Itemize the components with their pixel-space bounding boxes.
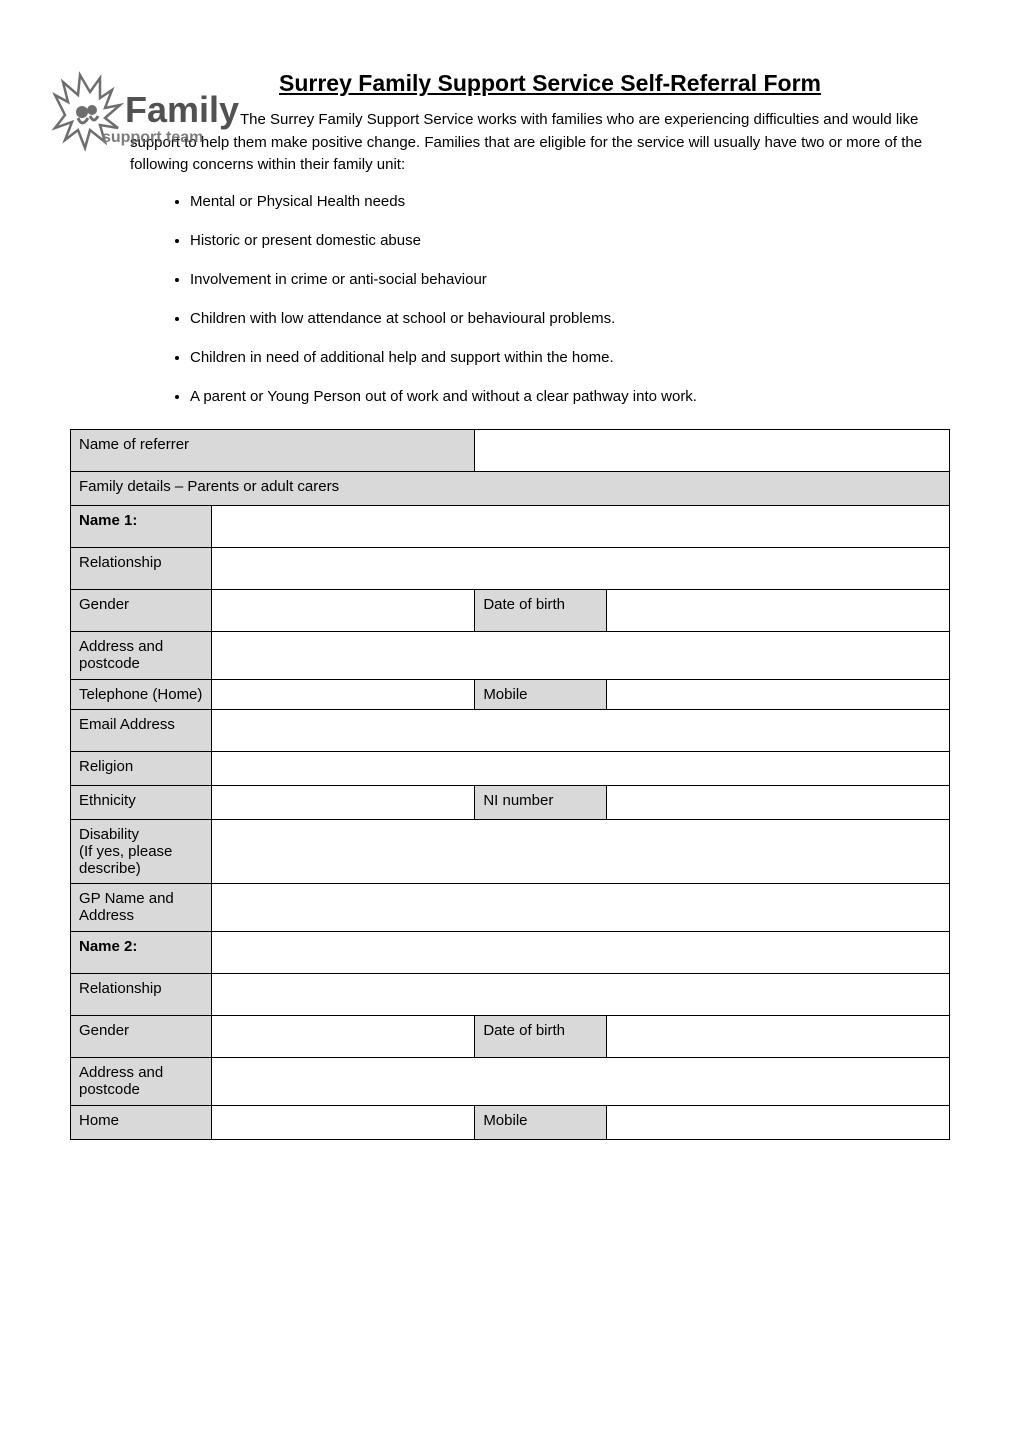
disability1-input[interactable] [211,819,949,883]
logo-text-family: Family [125,89,239,130]
address2-input[interactable] [211,1057,949,1105]
telhome1-input[interactable] [211,679,475,709]
page-title: Surrey Family Support Service Self-Refer… [150,70,950,97]
family-section-header: Family details – Parents or adult carers [71,471,950,505]
mobile2-label: Mobile [475,1105,607,1139]
referrer-label: Name of referrer [71,429,475,471]
address2-label: Address and postcode [71,1057,212,1105]
address1-input[interactable] [211,631,949,679]
criteria-item: Historic or present domestic abuse [190,230,950,251]
gender2-input[interactable] [211,1015,475,1057]
disability1-label: Disability (If yes, please describe) [71,819,212,883]
referrer-input[interactable] [475,429,950,471]
ethnicity1-input[interactable] [211,785,475,819]
mobile1-input[interactable] [607,679,950,709]
ethnicity1-label: Ethnicity [71,785,212,819]
name2-input[interactable] [211,931,949,973]
criteria-item: Children with low attendance at school o… [190,308,950,329]
telhome1-label: Telephone (Home) [71,679,212,709]
mobile2-input[interactable] [607,1105,950,1139]
home2-input[interactable] [211,1105,475,1139]
relationship1-input[interactable] [211,547,949,589]
ni1-input[interactable] [607,785,950,819]
relationship2-label: Relationship [71,973,212,1015]
eligibility-criteria-list: Mental or Physical Health needs Historic… [70,191,950,407]
dob1-label: Date of birth [475,589,607,631]
email1-input[interactable] [211,709,949,751]
gp1-input[interactable] [211,883,949,931]
referral-form-table: Name of referrer Family details – Parent… [70,429,950,1140]
name2-label: Name 2: [71,931,212,973]
ni1-label: NI number [475,785,607,819]
logo: Family support team [30,60,250,170]
name1-input[interactable] [211,505,949,547]
header: Family support team Surrey Family Suppor… [70,60,950,109]
mobile1-label: Mobile [475,679,607,709]
criteria-item: Mental or Physical Health needs [190,191,950,212]
gp1-label: GP Name and Address [71,883,212,931]
dob2-input[interactable] [607,1015,950,1057]
address1-label: Address and postcode [71,631,212,679]
name1-label: Name 1: [71,505,212,547]
dob2-label: Date of birth [475,1015,607,1057]
criteria-item: Children in need of additional help and … [190,347,950,368]
criteria-item: A parent or Young Person out of work and… [190,386,950,407]
dob1-input[interactable] [607,589,950,631]
email1-label: Email Address [71,709,212,751]
relationship1-label: Relationship [71,547,212,589]
relationship2-input[interactable] [211,973,949,1015]
family-support-logo-icon: Family support team [30,60,250,170]
logo-text-support: support team [102,129,203,146]
gender2-label: Gender [71,1015,212,1057]
home2-label: Home [71,1105,212,1139]
gender1-label: Gender [71,589,212,631]
religion1-label: Religion [71,751,212,785]
criteria-item: Involvement in crime or anti-social beha… [190,269,950,290]
gender1-input[interactable] [211,589,475,631]
religion1-input[interactable] [211,751,949,785]
